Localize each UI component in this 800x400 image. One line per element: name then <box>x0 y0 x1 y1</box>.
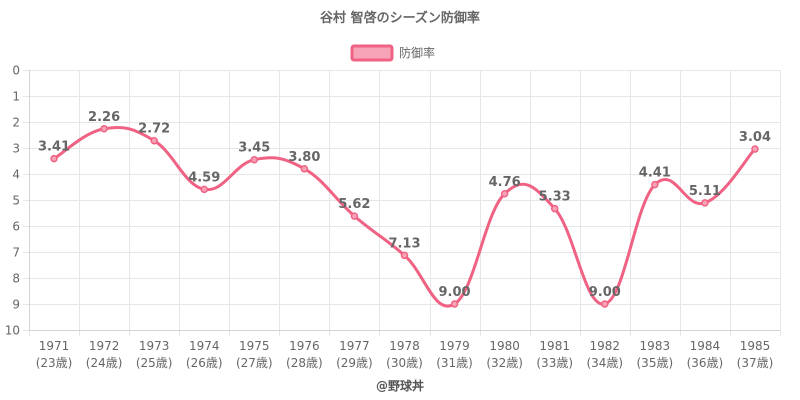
x-tick-label: 1972 <box>89 339 120 353</box>
x-tick-label: 1975 <box>239 339 270 353</box>
y-tick-label: 6 <box>12 220 20 234</box>
data-point[interactable] <box>400 251 409 260</box>
x-tick-sublabel: (36歳) <box>687 356 724 370</box>
x-tick-sublabel: (29歳) <box>336 356 373 370</box>
x-tick-sublabel: (24歳) <box>86 356 123 370</box>
data-point[interactable] <box>701 199 709 207</box>
x-tick-label: 1981 <box>539 339 570 353</box>
y-tick-label: 1 <box>12 90 20 104</box>
x-tick-sublabel: (23歳) <box>36 356 73 370</box>
data-label: 4.76 <box>489 175 521 190</box>
y-tick-label: 4 <box>12 168 20 182</box>
x-tick-label: 1973 <box>139 339 170 353</box>
data-point[interactable] <box>651 180 659 189</box>
data-label: 4.41 <box>639 166 671 181</box>
y-tick-label: 5 <box>12 194 20 208</box>
x-tick-label: 1978 <box>389 339 420 353</box>
x-tick-label: 1983 <box>640 339 671 353</box>
x-tick-sublabel: (27歳) <box>236 356 273 370</box>
data-point[interactable] <box>500 190 509 198</box>
y-tick-label: 8 <box>12 272 20 286</box>
x-axis: 1971 (23歳) 1972 (24歳) 1973 (25歳) 1974 (26歳) 1975… <box>36 339 774 370</box>
data-label: 2.26 <box>88 110 120 125</box>
x-tick-label: 1971 <box>39 339 70 353</box>
x-tick-sublabel: (32歳) <box>486 356 523 370</box>
data-point[interactable] <box>50 154 58 163</box>
y-tick-label: 10 <box>5 324 20 338</box>
series-line <box>52 125 757 308</box>
data-label: 5.33 <box>539 190 571 205</box>
y-tick-label: 0 <box>12 64 20 78</box>
x-tick-label: 1976 <box>289 339 320 353</box>
data-label: 7.13 <box>388 236 420 251</box>
data-point[interactable] <box>200 185 208 194</box>
x-tick-sublabel: (26歳) <box>186 356 223 370</box>
x-tick-label: 1985 <box>740 339 771 353</box>
x-tick-label: 1977 <box>339 339 370 353</box>
x-tick-sublabel: (34歳) <box>586 356 623 370</box>
y-tick-label: 2 <box>12 116 20 130</box>
x-tick-label: 1980 <box>489 339 520 353</box>
x-tick-label: 1974 <box>189 339 220 353</box>
data-label: 3.41 <box>38 140 70 155</box>
data-labels: 3.41 2.26 2.72 4.59 3.45 3.80 5.62 7.13 9.00 4.76… <box>38 110 771 300</box>
legend-label: 防御率 <box>399 45 435 60</box>
y-axis: 0 1 2 3 4 5 6 7 8 9 10 <box>5 64 20 338</box>
data-label: 9.00 <box>439 285 471 300</box>
chart-title: 谷村 智啓のシーズン防御率 <box>320 10 480 26</box>
data-point[interactable] <box>601 300 609 308</box>
x-tick-sublabel: (37歳) <box>737 356 774 370</box>
x-tick-sublabel: (28歳) <box>286 356 323 370</box>
data-label: 2.72 <box>138 122 170 137</box>
y-tick-label: 3 <box>12 142 20 156</box>
grid <box>23 70 781 336</box>
data-label: 3.04 <box>739 130 771 145</box>
data-point[interactable] <box>150 136 158 145</box>
data-label: 5.11 <box>689 184 721 199</box>
x-tick-sublabel: (35歳) <box>637 356 674 370</box>
x-tick-sublabel: (25歳) <box>136 356 173 370</box>
credit-text: @野球丼 <box>376 378 424 393</box>
data-point[interactable] <box>550 204 559 213</box>
legend[interactable]: 防御率 <box>350 44 435 62</box>
data-point[interactable] <box>751 145 759 153</box>
x-tick-sublabel: (33歳) <box>536 356 573 370</box>
data-point[interactable] <box>250 155 259 164</box>
y-tick-label: 9 <box>12 298 20 312</box>
x-tick-label: 1984 <box>690 339 721 353</box>
data-point[interactable] <box>300 165 309 173</box>
data-point[interactable] <box>100 125 108 133</box>
x-tick-label: 1982 <box>589 339 620 353</box>
data-label: 4.59 <box>188 170 220 185</box>
data-point[interactable] <box>450 300 459 308</box>
x-tick-label: 1979 <box>439 339 470 353</box>
data-label: 3.45 <box>238 141 270 156</box>
data-points <box>50 125 759 308</box>
data-label: 5.62 <box>338 197 370 212</box>
data-point[interactable] <box>350 212 359 220</box>
x-tick-sublabel: (30歳) <box>386 356 423 370</box>
legend-swatch <box>350 44 394 62</box>
data-label: 9.00 <box>589 285 621 300</box>
y-tick-label: 7 <box>12 246 20 260</box>
x-tick-sublabel: (31歳) <box>436 356 473 370</box>
data-label: 3.80 <box>288 150 320 165</box>
